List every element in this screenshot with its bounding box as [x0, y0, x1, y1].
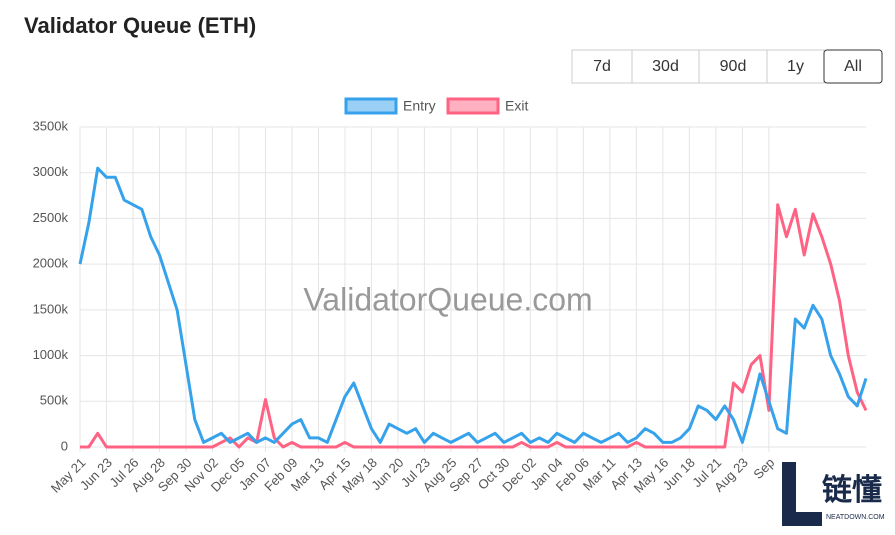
range-button-label[interactable]: 1y [787, 58, 804, 75]
y-tick-label: 3500k [33, 118, 69, 133]
logo-bar [782, 462, 796, 526]
y-tick-label: 1500k [33, 301, 69, 316]
range-button-label[interactable]: All [844, 58, 862, 75]
logo: 链懂 NEATDOWN.COM [782, 462, 885, 526]
range-button-label[interactable]: 90d [720, 58, 747, 75]
range-buttons: 7d 30d 90d 1y All [571, 49, 883, 84]
legend-swatch [344, 97, 398, 115]
y-tick-label: 2500k [33, 210, 69, 225]
y-tick-label: 3000k [33, 164, 69, 179]
logo-foot [782, 512, 822, 526]
range-button[interactable] [823, 49, 883, 84]
range-button-label[interactable]: 30d [652, 58, 679, 75]
chart-title: Validator Queue (ETH) [24, 13, 256, 38]
plot: Entry Exit [78, 97, 868, 449]
y-tick-label: 2000k [33, 256, 69, 271]
y-tick-label: 0 [61, 438, 68, 453]
y-tick-label: 500k [40, 393, 69, 408]
x-tick-label: May 21 [48, 455, 89, 496]
range-button[interactable] [698, 49, 768, 84]
range-button[interactable] [571, 49, 633, 84]
legend-label: Exit [505, 98, 528, 114]
series-line [78, 166, 868, 444]
x-tick-label: Sep [750, 455, 777, 482]
range-button[interactable] [631, 49, 700, 84]
y-tick-label: 1000k [33, 347, 69, 362]
watermark: ValidatorQueue.com [303, 281, 592, 317]
logo-subtext: NEATDOWN.COM [826, 514, 885, 521]
legend-swatch [446, 97, 500, 115]
logo-text: 链懂 [822, 473, 882, 507]
range-button-label[interactable]: 7d [593, 58, 611, 75]
legend-label: Entry [403, 98, 436, 114]
series-line [80, 203, 868, 449]
